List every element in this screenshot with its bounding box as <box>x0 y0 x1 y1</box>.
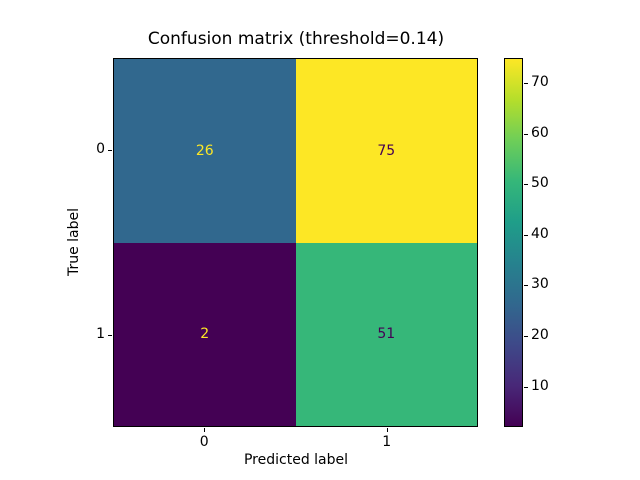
heatmap-cell-r1c1: 51 <box>295 242 477 426</box>
chart-title: Confusion matrix (threshold=0.14) <box>147 29 445 49</box>
heatmap-cell-r0c0: 26 <box>114 59 296 243</box>
y-tick-mark <box>108 150 112 152</box>
colorbar-tick-mark <box>524 285 528 287</box>
colorbar-tick-label: 70 <box>531 74 549 91</box>
y-tick-label: 0 <box>96 141 105 158</box>
x-axis-label: Predicted label <box>243 452 349 468</box>
colorbar-tick-label: 20 <box>531 327 549 343</box>
colorbar-tick-label: 30 <box>531 276 549 293</box>
colorbar-tick-mark <box>524 184 528 186</box>
x-tick-mark <box>204 428 206 432</box>
y-tick-mark <box>108 334 112 336</box>
colorbar-tick-mark <box>524 234 528 236</box>
x-tick-mark <box>386 428 388 432</box>
heatmap-cell-r0c1: 75 <box>295 59 477 243</box>
heatmap-cell-r1c0: 2 <box>114 242 296 426</box>
colorbar-tick-label: 40 <box>531 225 549 242</box>
colorbar-tick-label: 10 <box>531 377 549 394</box>
x-tick-label: 1 <box>382 434 392 450</box>
x-tick-label: 0 <box>199 434 209 450</box>
colorbar-tick-mark <box>524 336 528 337</box>
heatmap-plot: 26 75 2 51 <box>113 58 478 427</box>
colorbar-tick-mark <box>524 133 528 135</box>
colorbar-tick-label: 60 <box>531 124 549 141</box>
colorbar <box>504 58 523 427</box>
y-axis-label: True label <box>66 207 82 277</box>
colorbar-tick-mark <box>524 83 528 85</box>
colorbar-tick-label: 50 <box>531 175 549 192</box>
y-tick-label: 1 <box>96 325 105 342</box>
colorbar-tick-mark <box>524 386 528 388</box>
